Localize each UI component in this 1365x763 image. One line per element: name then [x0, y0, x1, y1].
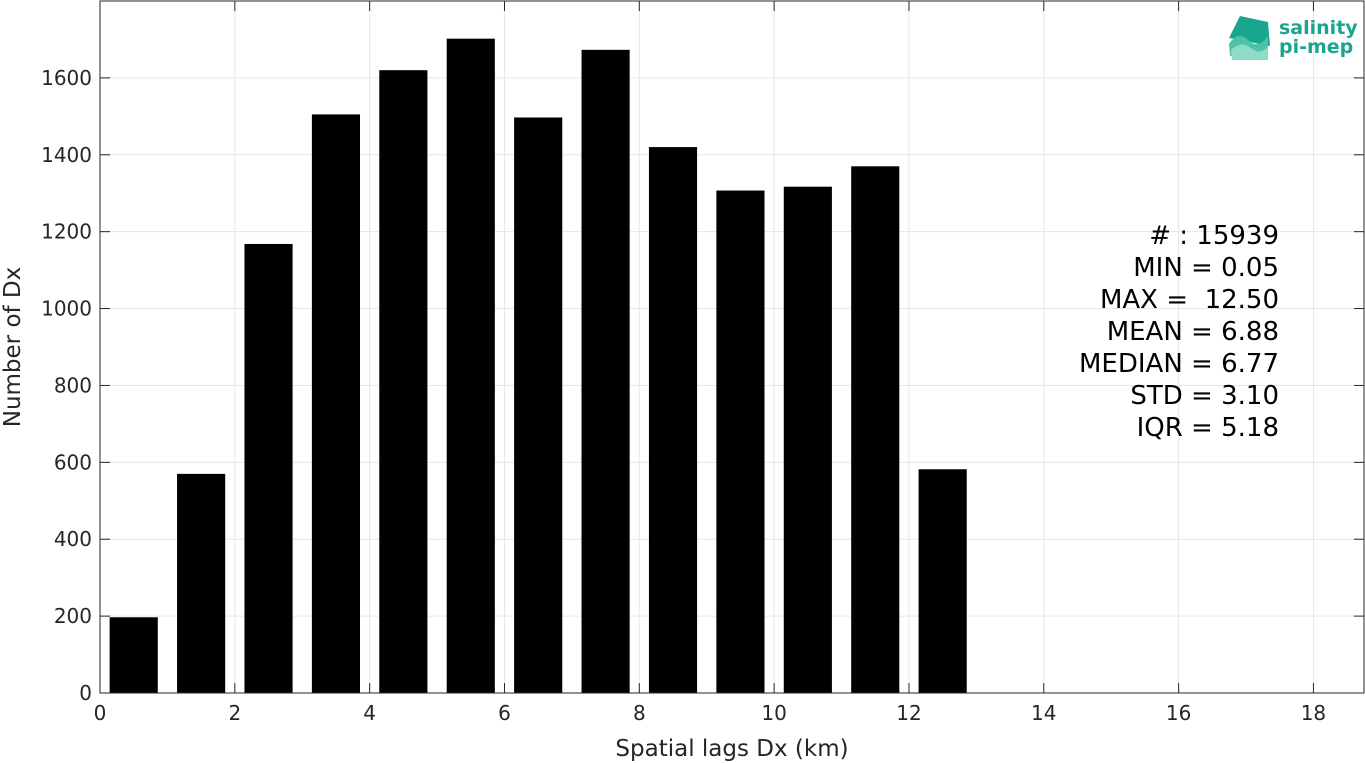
stats-line: # : 15939 — [1149, 221, 1279, 251]
histogram-bar — [783, 186, 832, 694]
y-tick-label: 600 — [54, 450, 92, 474]
histogram-bar — [851, 166, 900, 694]
x-tick-label: 8 — [633, 701, 646, 725]
y-tick-label: 1600 — [41, 66, 92, 90]
y-tick-label: 1200 — [41, 220, 92, 244]
histogram-bar — [379, 70, 428, 693]
plot-frame — [99, 0, 1365, 694]
x-tick-label: 16 — [1166, 701, 1191, 725]
histogram-bar — [244, 243, 293, 694]
logo-line-1: salinity — [1279, 17, 1358, 39]
histogram-bar — [648, 147, 698, 694]
x-tick-label: 4 — [363, 701, 376, 725]
histogram-bar — [311, 114, 361, 693]
logo-line-2: pi-mep — [1279, 36, 1353, 58]
x-tick-label: 18 — [1301, 701, 1326, 725]
y-tick-label: 800 — [54, 373, 92, 397]
x-tick-label: 0 — [94, 701, 107, 725]
y-tick-label: 1400 — [41, 143, 92, 167]
axis-ticks: 0 2 4 6 8 10 12 14 16 18 0 200 400 600 800 1000 1200 1400… — [41, 1, 1364, 725]
x-tick-label: 2 — [228, 701, 241, 725]
histogram-bar — [581, 49, 630, 693]
histogram-bar — [446, 38, 495, 694]
bars — [109, 38, 967, 694]
logo-waves-icon — [1229, 16, 1270, 60]
stats-line: IQR = 5.18 — [1137, 413, 1279, 443]
stats-line: MEAN = 6.88 — [1107, 317, 1279, 347]
x-tick-label: 10 — [761, 701, 786, 725]
x-tick-label: 12 — [896, 701, 921, 725]
histogram-bar — [177, 473, 226, 693]
histogram-bar — [109, 617, 158, 693]
stats-line: MAX = 12.50 — [1100, 285, 1279, 315]
y-tick-label: 400 — [54, 527, 92, 551]
y-axis-title: Number of Dx — [0, 267, 26, 428]
histogram-bar — [716, 190, 765, 693]
stats-line: MIN = 0.05 — [1133, 253, 1279, 283]
y-tick-label: 200 — [54, 604, 92, 628]
histogram-bar — [918, 469, 967, 693]
histogram-bar — [514, 117, 563, 693]
salinity-pi-mep-logo: salinity pi-mep — [1229, 16, 1358, 60]
stats-line: STD = 3.10 — [1130, 381, 1279, 411]
stats-line: MEDIAN = 6.77 — [1079, 349, 1279, 379]
x-tick-label: 6 — [498, 701, 511, 725]
y-tick-label: 0 — [79, 681, 92, 705]
y-tick-label: 1000 — [41, 297, 92, 321]
x-tick-label: 14 — [1031, 701, 1056, 725]
x-axis-title: Spatial lags Dx (km) — [615, 736, 848, 762]
